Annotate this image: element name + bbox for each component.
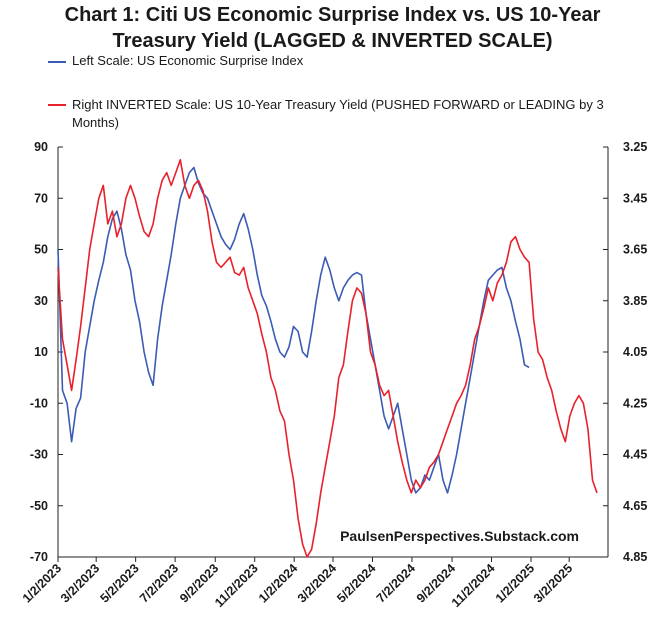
left-tick-label: 50 (34, 243, 48, 257)
right-tick-label: 3.45 (623, 191, 647, 205)
chart-title-line-1: Chart 1: Citi US Economic Surprise Index… (64, 4, 601, 26)
legend-swatch-red (48, 104, 66, 106)
x-tick-label: 11/2/2023 (212, 561, 261, 610)
right-tick-label: 3.85 (623, 294, 647, 308)
right-tick-label: 3.65 (623, 243, 647, 257)
right-tick-label: 4.85 (623, 550, 647, 564)
series-line-treasury-yield (57, 159, 598, 558)
legend-label-surprise-index: Left Scale: US Economic Surprise Index (72, 53, 304, 68)
x-tick-label: 11/2/2024 (449, 561, 498, 610)
x-tick-label: 1/2/2023 (20, 561, 64, 605)
left-tick-label: -70 (30, 550, 48, 564)
chart-lines (57, 159, 598, 558)
left-tick-label: -10 (30, 396, 48, 410)
left-tick-label: 70 (34, 191, 48, 205)
right-tick-label: 3.25 (623, 140, 647, 154)
x-tick-label: 5/2/2023 (97, 561, 141, 605)
legend-label-treasury-yield: Right INVERTED Scale: US 10-Year Treasur… (72, 97, 604, 130)
x-tick-label: 7/2/2024 (374, 561, 418, 605)
left-tick-label: 90 (34, 140, 48, 154)
watermark-text: PaulsenPerspectives.Substack.com (340, 528, 579, 544)
left-tick-label: -30 (30, 448, 48, 462)
legend-item-surprise-index: Left Scale: US Economic Surprise Index (48, 53, 303, 68)
right-tick-label: 4.05 (623, 345, 647, 359)
x-tick-label: 1/2/2024 (256, 561, 300, 605)
left-tick-label: 10 (34, 345, 48, 359)
chart-axes (57, 146, 609, 562)
x-tick-label: 3/2/2024 (295, 561, 339, 605)
series-line-surprise-index (57, 166, 530, 494)
x-tick-label: 3/2/2023 (58, 561, 102, 605)
x-tick-label: 3/2/2025 (531, 561, 575, 605)
right-tick-label: 4.45 (623, 448, 647, 462)
legend-swatch-blue (48, 61, 66, 63)
chart-title-line-2: Treasury Yield (LAGGED & INVERTED SCALE) (112, 30, 553, 52)
x-tick-label: 5/2/2024 (334, 561, 378, 605)
left-tick-label: -50 (30, 499, 48, 513)
x-tick-label: 7/2/2023 (137, 561, 181, 605)
x-tick-label: 1/2/2025 (493, 561, 537, 605)
legend-item-treasury-yield: Right INVERTED Scale: US 10-Year Treasur… (48, 96, 638, 132)
left-tick-label: 30 (34, 294, 48, 308)
right-tick-label: 4.25 (623, 396, 647, 410)
right-tick-label: 4.65 (623, 499, 647, 513)
